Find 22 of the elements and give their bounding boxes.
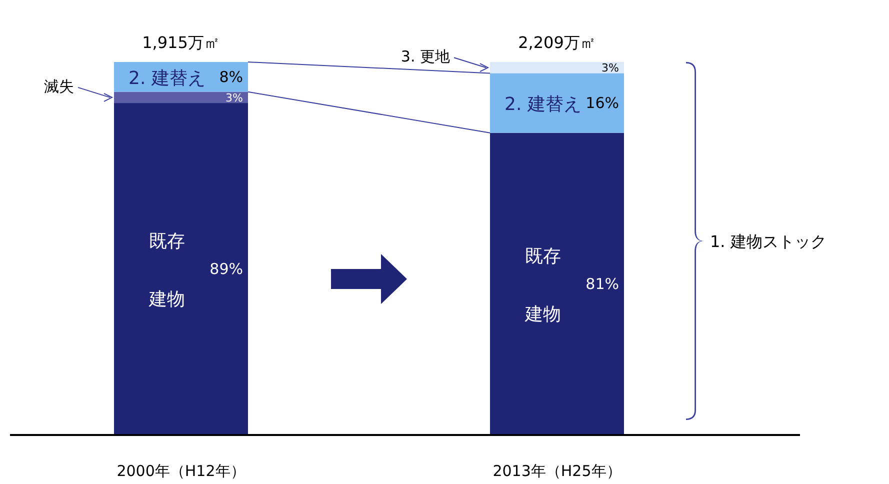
text: 2. 建替え xyxy=(504,94,582,116)
annotation: 1. 建物ストック xyxy=(710,232,826,251)
data-label: 81% xyxy=(586,274,619,293)
data-label: 8% xyxy=(219,68,243,86)
bar xyxy=(490,132,624,435)
data-label: 3% xyxy=(226,91,243,104)
annotation: 2,209万㎡ xyxy=(518,33,596,52)
bar xyxy=(114,92,248,104)
series-label: 2. 建替え xyxy=(128,68,206,89)
data-label: 89% xyxy=(210,260,243,278)
text: 既存建物 xyxy=(525,246,561,325)
data-label: 3% xyxy=(602,62,619,75)
x-tick-label: 2000年（H12年） xyxy=(116,462,246,480)
text: 既存建物 xyxy=(149,231,185,310)
annotation: 1,915万㎡ xyxy=(142,33,220,52)
text: 滅失 xyxy=(44,77,74,96)
x-tick-label: 2013年（H25年） xyxy=(492,462,622,480)
bar xyxy=(490,73,624,133)
bar xyxy=(490,62,624,74)
bar xyxy=(114,103,248,435)
data-label: 16% xyxy=(586,94,619,112)
text: 3. 更地 xyxy=(400,48,450,66)
